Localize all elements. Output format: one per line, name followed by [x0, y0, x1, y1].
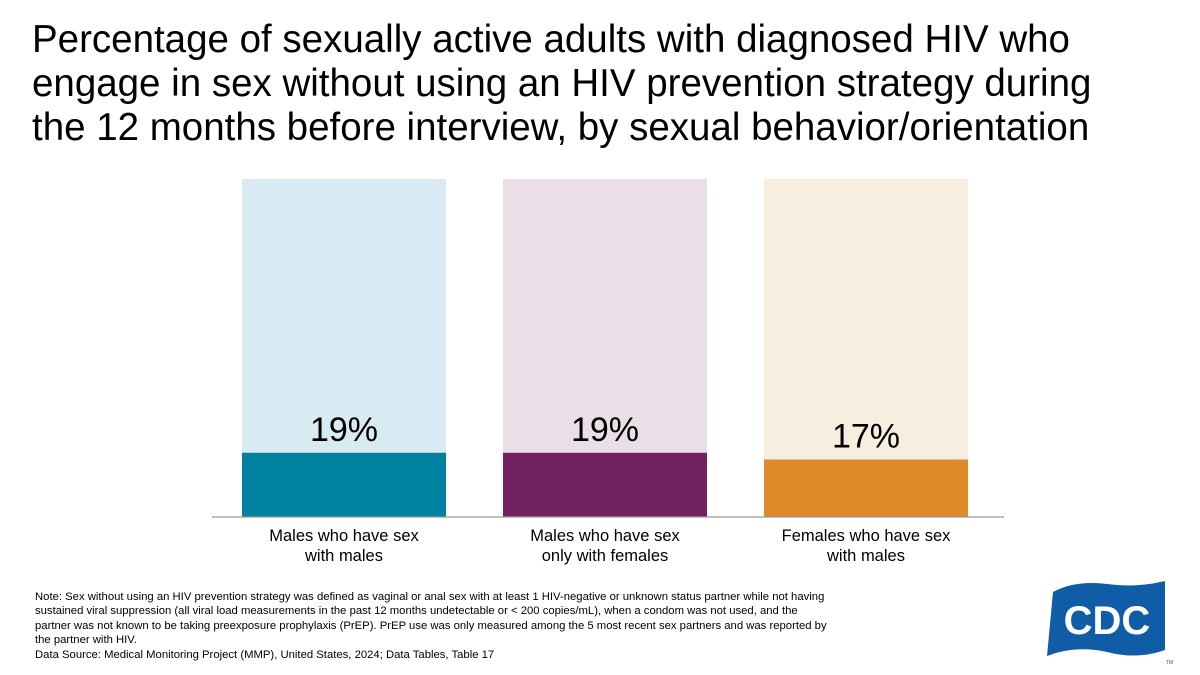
- data-label: 19%: [310, 411, 378, 449]
- chart-title: Percentage of sexually active adults wit…: [32, 18, 1182, 150]
- logo-text: CDC: [1064, 599, 1151, 643]
- title-line: the 12 months before interview, by sexua…: [32, 106, 1090, 149]
- category-label: with males: [826, 547, 905, 565]
- bar: [764, 459, 968, 517]
- category-labels-group: Males who have sex with males Males who ha…: [269, 527, 951, 565]
- category-label: only with females: [542, 547, 669, 565]
- footnote: Note: Sex without using an HIV preventio…: [35, 591, 827, 646]
- category-label: Males who have sex: [269, 527, 419, 545]
- category-label: with males: [304, 547, 383, 565]
- title-line: engage in sex without using an HIV preve…: [32, 62, 1092, 105]
- logo-tm: TM: [1166, 660, 1173, 666]
- bar: [242, 452, 446, 517]
- data-label: 17%: [832, 418, 900, 456]
- bar: [503, 452, 707, 517]
- bars-group: 19% 19% 17%: [242, 179, 968, 517]
- cdc-logo-icon: CDC TM: [1047, 581, 1173, 666]
- logo-shape: [1047, 581, 1165, 656]
- category-label: Males who have sex: [530, 527, 680, 545]
- data-source: Data Source: Medical Monitoring Project …: [35, 649, 495, 661]
- data-label: 19%: [571, 411, 639, 449]
- category-label: Females who have sex: [782, 527, 951, 545]
- title-line: Percentage of sexually active adults wit…: [32, 18, 1070, 61]
